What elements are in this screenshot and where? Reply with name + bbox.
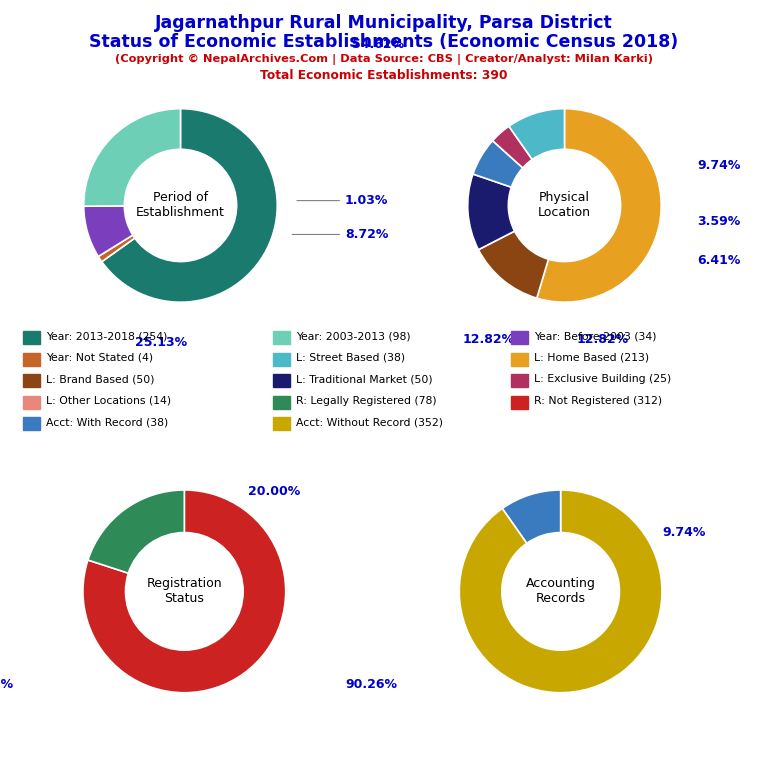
Text: L: Other Locations (14): L: Other Locations (14)	[46, 396, 171, 406]
Text: Year: 2013-2018 (254): Year: 2013-2018 (254)	[46, 331, 167, 342]
Text: L: Brand Based (50): L: Brand Based (50)	[46, 374, 154, 385]
Wedge shape	[478, 231, 548, 298]
Wedge shape	[101, 109, 277, 302]
Text: (Copyright © NepalArchives.Com | Data Source: CBS | Creator/Analyst: Milan Karki: (Copyright © NepalArchives.Com | Data So…	[115, 54, 653, 65]
Text: Acct: With Record (38): Acct: With Record (38)	[46, 417, 168, 428]
Text: Year: 2003-2013 (98): Year: 2003-2013 (98)	[296, 331, 410, 342]
Text: 3.59%: 3.59%	[697, 215, 741, 228]
Text: 54.62%: 54.62%	[352, 38, 404, 51]
Text: L: Exclusive Building (25): L: Exclusive Building (25)	[534, 374, 671, 385]
Wedge shape	[88, 490, 184, 573]
Text: 6.41%: 6.41%	[697, 253, 741, 266]
Text: L: Home Based (213): L: Home Based (213)	[534, 353, 649, 363]
Wedge shape	[468, 174, 515, 250]
Text: Year: Before 2003 (34): Year: Before 2003 (34)	[534, 331, 657, 342]
Wedge shape	[83, 490, 286, 693]
Wedge shape	[84, 206, 133, 257]
Text: 90.26%: 90.26%	[345, 677, 397, 690]
Text: 12.82%: 12.82%	[463, 333, 515, 346]
Text: Accounting
Records: Accounting Records	[526, 578, 595, 605]
Text: Year: Not Stated (4): Year: Not Stated (4)	[46, 353, 153, 363]
Wedge shape	[473, 141, 523, 187]
Text: L: Street Based (38): L: Street Based (38)	[296, 353, 405, 363]
Text: 80.00%: 80.00%	[0, 677, 13, 690]
Text: 12.82%: 12.82%	[577, 333, 629, 346]
Wedge shape	[509, 109, 564, 160]
Text: 25.13%: 25.13%	[135, 336, 187, 349]
Text: Period of
Establishment: Period of Establishment	[136, 191, 225, 220]
Text: R: Legally Registered (78): R: Legally Registered (78)	[296, 396, 436, 406]
Text: L: Traditional Market (50): L: Traditional Market (50)	[296, 374, 432, 385]
Text: Status of Economic Establishments (Economic Census 2018): Status of Economic Establishments (Econo…	[89, 33, 679, 51]
Text: R: Not Registered (312): R: Not Registered (312)	[534, 396, 662, 406]
Text: 1.03%: 1.03%	[297, 194, 389, 207]
Text: Total Economic Establishments: 390: Total Economic Establishments: 390	[260, 69, 508, 82]
Wedge shape	[502, 490, 561, 543]
Text: Jagarnathpur Rural Municipality, Parsa District: Jagarnathpur Rural Municipality, Parsa D…	[155, 14, 613, 31]
Wedge shape	[537, 109, 661, 302]
Text: Physical
Location: Physical Location	[538, 191, 591, 220]
Text: Registration
Status: Registration Status	[147, 578, 222, 605]
Wedge shape	[492, 126, 532, 168]
Text: 9.74%: 9.74%	[662, 525, 705, 538]
Wedge shape	[98, 235, 135, 262]
Text: 20.00%: 20.00%	[247, 485, 300, 498]
Text: 8.72%: 8.72%	[292, 228, 389, 241]
Wedge shape	[84, 109, 180, 207]
Text: Acct: Without Record (352): Acct: Without Record (352)	[296, 417, 442, 428]
Wedge shape	[459, 490, 662, 693]
Text: 9.74%: 9.74%	[697, 159, 741, 172]
